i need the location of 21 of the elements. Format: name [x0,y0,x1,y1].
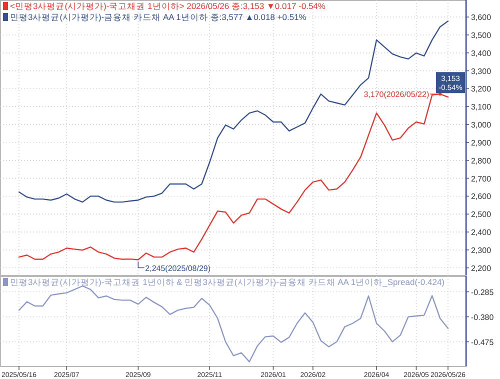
y-tick-label: 3,300 [471,66,492,76]
annotation: 2,245(2025/08/29) [145,264,211,273]
y-tick-label: 3,400 [471,48,492,58]
annotation: 3,170(2026/05/22) [364,90,430,100]
y-tick-label: 3,200 [471,84,492,94]
y-tick-label: 2,200 [471,264,492,273]
y-tick-label: 2,800 [471,156,492,166]
y-tick-label: -0.475 [471,338,494,347]
y-tick-label: 3,100 [471,102,492,112]
y-tick-label: 2,900 [471,138,492,148]
y-tick-label: 2,600 [471,192,492,202]
y-tick-label: 3,500 [471,30,492,40]
y-tick-label: 2,700 [471,174,492,184]
y-tick-label: -0.285 [471,288,494,297]
y-tick-label: 3,600 [471,13,492,22]
note: 2,245(2025/08/29) [138,261,211,273]
y-tick-label: -0.380 [471,312,494,322]
y-tick-label: 3,000 [471,120,492,130]
y-tick-label: 2,400 [471,228,492,238]
y-tick-label: 2,300 [471,246,492,255]
y-tick-label: 2,500 [471,210,492,220]
